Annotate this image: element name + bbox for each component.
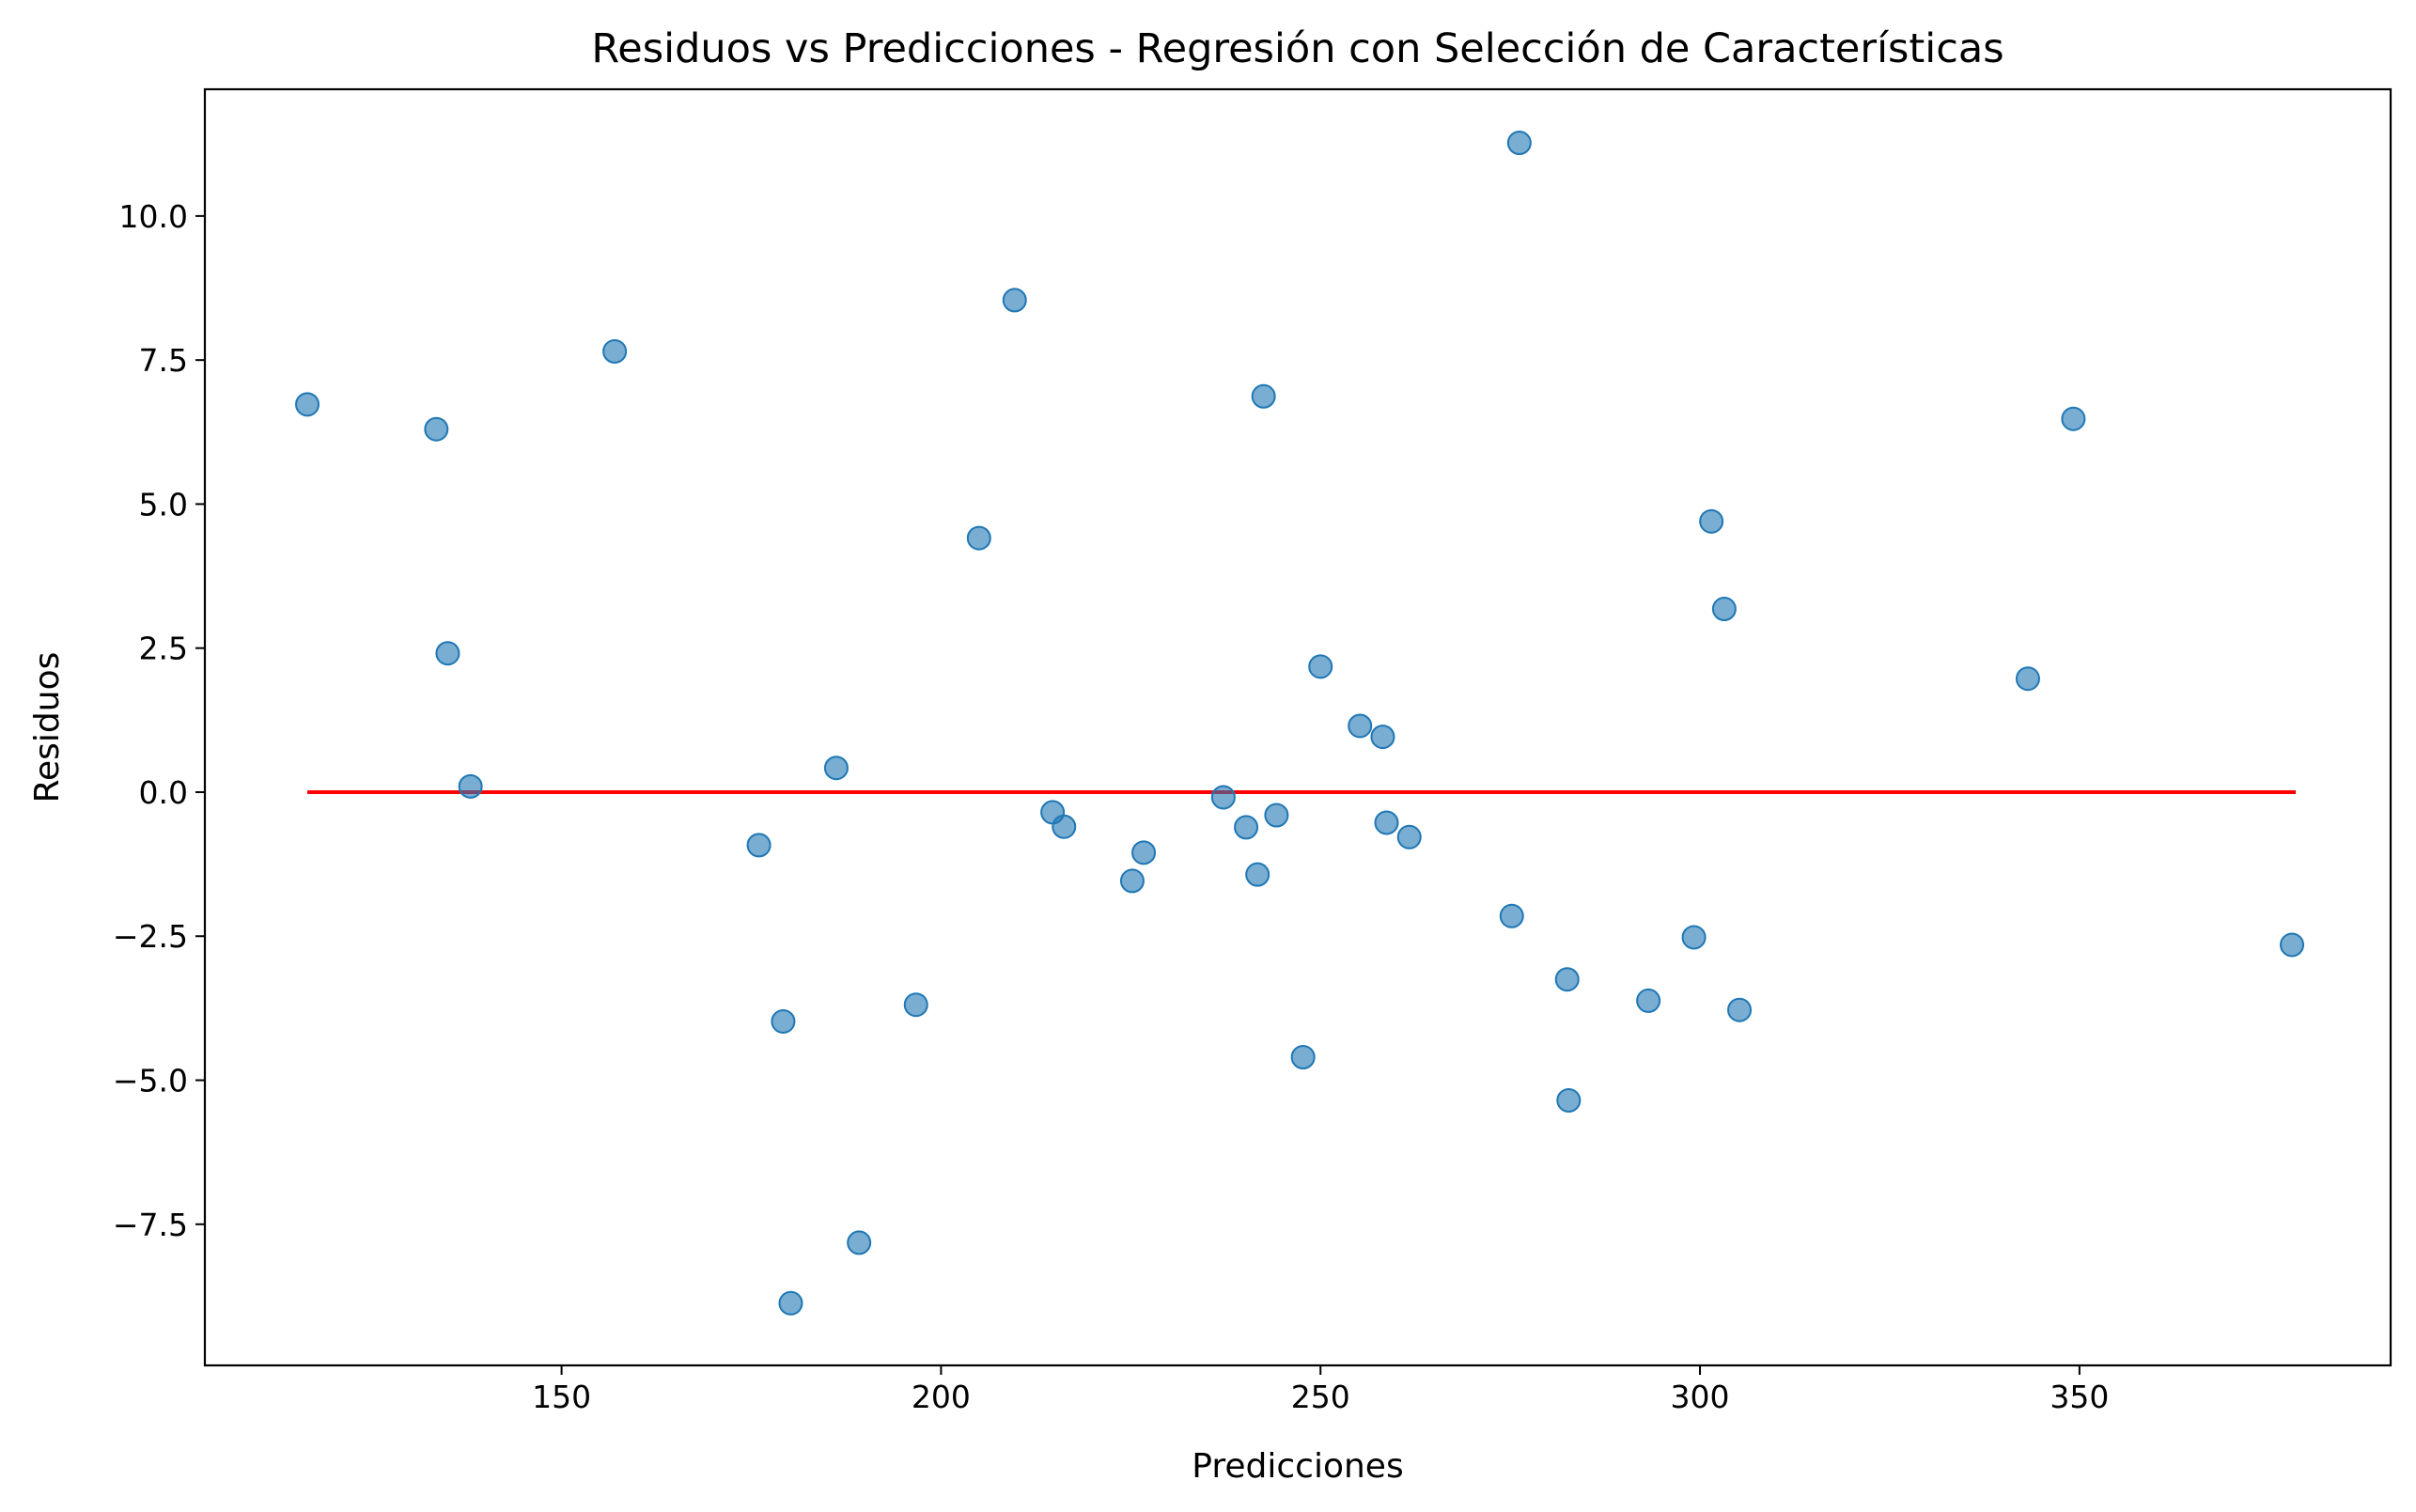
scatter-point — [1727, 997, 1753, 1022]
scatter-point — [1374, 810, 1399, 835]
scatter-point — [602, 338, 628, 364]
scatter-point — [847, 1230, 872, 1255]
scatter-point — [1210, 785, 1236, 810]
y-tick-label: −7.5 — [113, 1207, 188, 1243]
plot-area — [203, 87, 2393, 1367]
y-tick-label: 10.0 — [119, 198, 188, 235]
scatter-point — [1556, 1087, 1582, 1113]
scatter-point — [435, 641, 460, 666]
scatter-point — [1119, 868, 1145, 894]
scatter-point — [2061, 406, 2086, 431]
scatter-point — [2280, 932, 2305, 958]
x-tick-label: 350 — [2050, 1379, 2109, 1415]
scatter-point — [1636, 988, 1661, 1013]
scatter-point — [1264, 803, 1289, 828]
scatter-point — [1348, 713, 1373, 739]
scatter-point — [1370, 725, 1395, 750]
scatter-point — [1681, 925, 1707, 950]
scatter-point — [1290, 1044, 1316, 1069]
x-tick-label: 150 — [532, 1379, 591, 1415]
scatter-point — [778, 1290, 803, 1316]
y-tick-label: 5.0 — [139, 486, 188, 522]
scatter-point — [1699, 508, 1724, 534]
scatter-point — [903, 992, 928, 1018]
scatter-point — [2015, 666, 2040, 692]
y-tick-label: 7.5 — [139, 342, 188, 379]
scatter-points — [295, 131, 2305, 1316]
scatter-point — [458, 773, 483, 799]
x-tick-label: 200 — [912, 1379, 971, 1415]
scatter-point — [746, 833, 772, 858]
scatter-point — [1131, 840, 1157, 865]
scatter-point — [1251, 383, 1276, 409]
scatter-point — [1245, 862, 1270, 887]
scatter-point — [1711, 597, 1737, 622]
y-tick-label: 2.5 — [139, 631, 188, 667]
scatter-point — [771, 1008, 796, 1034]
scatter-point — [823, 756, 849, 781]
scatter-point — [1308, 654, 1333, 679]
x-tick-label: 250 — [1291, 1379, 1350, 1415]
plot-frame — [203, 87, 2393, 1367]
scatter-point — [1234, 815, 1259, 840]
y-tick-label: −5.0 — [113, 1063, 188, 1099]
y-axis-ticks: −7.5 −5.0 −2.5 0.0 2.5 5.0 7.5 10.0 — [113, 198, 205, 1243]
scatter-point — [1499, 903, 1524, 928]
chart-title: Residuos vs Predicciones - Regresión con… — [591, 25, 2003, 72]
scatter-point — [1396, 824, 1422, 850]
scatter-point — [295, 392, 320, 417]
scatter-point — [966, 525, 991, 551]
scatter-point — [1002, 288, 1027, 313]
x-tick-label: 300 — [1671, 1379, 1730, 1415]
scatter-point — [1554, 967, 1580, 992]
scatter-point — [1052, 814, 1077, 839]
scatter-point — [1506, 131, 1532, 156]
scatter-point — [424, 416, 449, 442]
x-axis-label: Predicciones — [1192, 1447, 1403, 1486]
x-axis-ticks: 150 200 250 300 350 — [532, 1365, 2109, 1415]
y-tick-label: 0.0 — [139, 774, 188, 811]
y-tick-label: −2.5 — [113, 918, 188, 955]
y-axis-label: Residuos — [28, 652, 67, 803]
